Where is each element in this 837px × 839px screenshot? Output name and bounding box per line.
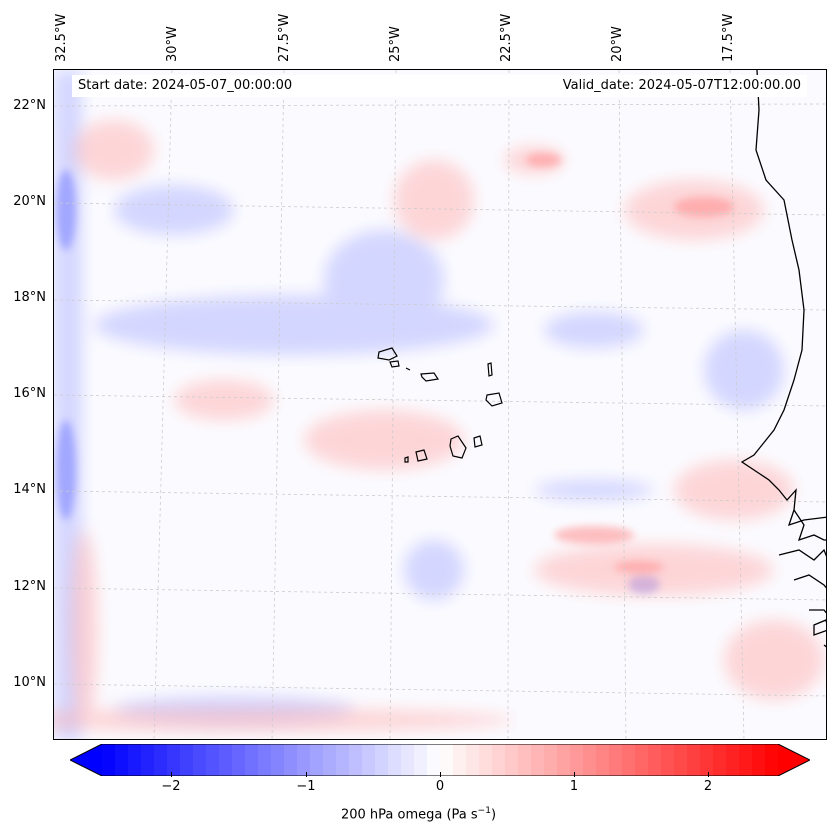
colorbar-level (713, 744, 727, 776)
lat-label-16n: 16°N (13, 386, 46, 401)
colorbar-level (687, 744, 701, 776)
colorbar-level (648, 744, 662, 776)
colorbar-level (375, 744, 389, 776)
colorbar-level (206, 744, 220, 776)
colorbar-level (245, 744, 259, 776)
colorbar-level (453, 744, 467, 776)
colorbar-level (531, 744, 545, 776)
colorbar-tick-label: −1 (296, 779, 316, 794)
colorbar-tick-label: −2 (161, 779, 181, 794)
colorbar-level (544, 744, 558, 776)
colorbar-extend-max (778, 744, 810, 776)
start-date-label: Start date: 2024-05-07_00:00:00 (78, 78, 293, 93)
colorbar-tick-label: 0 (435, 779, 445, 794)
colorbar-level (570, 744, 584, 776)
colorbar-label: 200 hPa omega (Pa s−1) (0, 806, 837, 822)
lat-label-22n: 22°N (13, 98, 46, 113)
colorbar-level (518, 744, 532, 776)
colorbar-level (401, 744, 415, 776)
colorbar-level (232, 744, 246, 776)
colorbar-level (297, 744, 311, 776)
valid-date-label: Valid_date: 2024-05-07T12:00:00.00 (562, 78, 801, 93)
colorbar-tick-label: 1 (569, 779, 579, 794)
colorbar-level (700, 744, 714, 776)
header-band (72, 75, 807, 97)
colorbar-level (492, 744, 506, 776)
colorbar-level (427, 744, 441, 776)
colorbar-tickmark (708, 772, 709, 777)
lon-label-20w: 20°W (610, 26, 625, 62)
lon-label-22-5w: 22.5°W (499, 13, 514, 62)
colorbar-level (115, 744, 129, 776)
colorbar-label-end: ) (490, 807, 497, 823)
colorbar-level (128, 744, 142, 776)
colorbar-level (765, 744, 779, 776)
colorbar-level (440, 744, 454, 776)
colorbar-level (362, 744, 376, 776)
colorbar-level (336, 744, 350, 776)
colorbar-level (622, 744, 636, 776)
colorbar-level (505, 744, 519, 776)
colorbar-level (635, 744, 649, 776)
colorbar-level (154, 744, 168, 776)
map-canvas (54, 70, 826, 739)
colorbar-label-main: 200 hPa omega (Pa s (340, 807, 478, 823)
colorbar-level (258, 744, 272, 776)
map-panel[interactable] (53, 69, 827, 740)
colorbar-level (349, 744, 363, 776)
lon-label-30w: 30°W (165, 26, 180, 62)
colorbar-level (323, 744, 337, 776)
colorbar-extend-min (70, 744, 102, 776)
omega-field (54, 70, 824, 739)
colorbar-tickmark (171, 772, 172, 777)
colorbar-tickmark (440, 772, 441, 777)
colorbar-tickmark (306, 772, 307, 777)
colorbar-level (479, 744, 493, 776)
colorbar-level (414, 744, 428, 776)
lat-label-18n: 18°N (13, 290, 46, 305)
lat-label-10n: 10°N (13, 675, 46, 690)
lon-label-27-5w: 27.5°W (277, 13, 292, 62)
coastline-cabo-verde (377, 347, 503, 463)
colorbar (68, 743, 812, 777)
colorbar-level (557, 744, 571, 776)
colorbar-level (752, 744, 766, 776)
colorbar-level (674, 744, 688, 776)
colorbar-level (219, 744, 233, 776)
colorbar-level (102, 744, 116, 776)
lon-label-17-5w: 17.5°W (721, 13, 736, 62)
lat-label-20n: 20°N (13, 194, 46, 209)
lat-label-14n: 14°N (13, 482, 46, 497)
colorbar-level (726, 744, 740, 776)
colorbar-level (284, 744, 298, 776)
colorbar-level (180, 744, 194, 776)
colorbar-level (466, 744, 480, 776)
coastline-africa (740, 70, 826, 648)
colorbar-label-exponent: −1 (477, 806, 491, 816)
colorbar-level (596, 744, 610, 776)
lat-label-12n: 12°N (13, 579, 46, 594)
colorbar-level (661, 744, 675, 776)
colorbar-level (141, 744, 155, 776)
colorbar-level (739, 744, 753, 776)
colorbar-level (271, 744, 285, 776)
colorbar-level (310, 744, 324, 776)
colorbar-level (167, 744, 181, 776)
lon-label-32-5w: 32.5°W (54, 13, 69, 62)
colorbar-tick-label: 2 (703, 779, 713, 794)
lon-label-25w: 25°W (388, 26, 403, 62)
graticule (54, 70, 826, 739)
colorbar-level (388, 744, 402, 776)
colorbar-level (609, 744, 623, 776)
colorbar-level (583, 744, 597, 776)
colorbar-level (193, 744, 207, 776)
colorbar-tickmark (574, 772, 575, 777)
colorbar-gradient (68, 743, 812, 777)
